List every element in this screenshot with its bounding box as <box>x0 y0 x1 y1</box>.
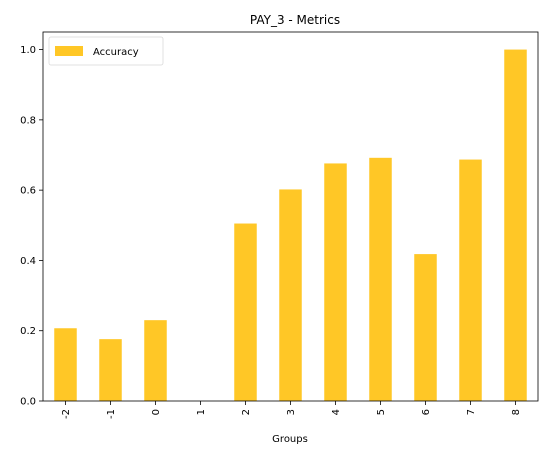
bar--1 <box>99 339 122 401</box>
chart-title: PAY_3 - Metrics <box>250 13 340 27</box>
x-ticks: -2 -1 0 1 2 3 4 5 6 7 8 <box>61 401 522 419</box>
x-axis-label: Groups <box>272 434 308 445</box>
y-tick-label: 1.0 <box>20 45 36 56</box>
y-ticks: 0.0 0.2 0.4 0.6 0.8 1.0 <box>20 45 43 408</box>
y-tick-label: 0.0 <box>20 397 36 408</box>
y-tick-label: 0.8 <box>20 115 36 126</box>
x-tick-label: 1 <box>196 409 207 415</box>
bar-2 <box>234 223 257 401</box>
bar-8 <box>504 49 527 401</box>
x-tick-label: 0 <box>151 409 162 415</box>
bar-4 <box>324 163 347 401</box>
x-tick-label: 7 <box>466 409 477 415</box>
bar-7 <box>459 159 482 401</box>
y-tick-label: 0.2 <box>20 326 36 337</box>
plot-frame <box>42 31 539 402</box>
bar-0 <box>144 320 167 401</box>
bar--2 <box>54 328 77 401</box>
x-tick-label: 2 <box>241 409 252 415</box>
bar-6 <box>414 254 437 401</box>
x-tick-label: 5 <box>376 409 387 415</box>
y-tick-label: 0.4 <box>20 256 36 267</box>
x-tick-label: 3 <box>286 409 297 415</box>
legend: Accuracy <box>48 36 164 66</box>
x-tick-label: -2 <box>61 409 72 419</box>
x-tick-label: 4 <box>331 409 342 415</box>
legend-box <box>48 36 164 66</box>
legend-swatch <box>55 46 83 56</box>
x-tick-label: 8 <box>511 409 522 415</box>
y-tick-label: 0.6 <box>20 186 36 197</box>
bars-layer <box>54 49 527 401</box>
bar-5 <box>369 157 392 401</box>
x-tick-label: -1 <box>106 409 117 419</box>
x-tick-label: 6 <box>421 409 432 415</box>
bar-3 <box>279 189 302 401</box>
legend-label: Accuracy <box>93 47 139 58</box>
